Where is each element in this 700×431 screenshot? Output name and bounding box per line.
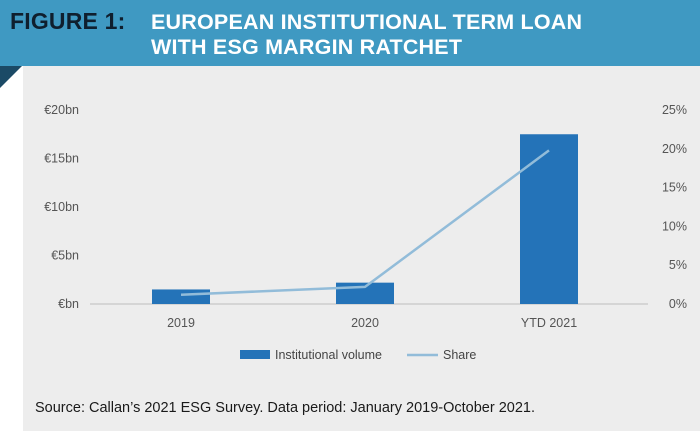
y-right-tick-label: 10% <box>662 219 687 233</box>
y-right-tick-label: 0% <box>669 297 687 311</box>
figure-title-line-1: EUROPEAN INSTITUTIONAL TERM LOAN <box>151 10 583 34</box>
figure-title-line-2: WITH ESG MARGIN RATCHET <box>151 35 463 59</box>
header-fold-corner <box>0 66 22 88</box>
x-tick-label: 2020 <box>351 316 379 330</box>
y-right-tick-label: 20% <box>662 142 687 156</box>
figure-label: FIGURE 1: <box>10 8 126 34</box>
y-right-tick-label: 25% <box>662 103 687 117</box>
figure-header-bar <box>0 0 700 66</box>
legend-label-share: Share <box>443 348 476 362</box>
y-left-tick-label: €bn <box>58 297 79 311</box>
chart: €bn €5bn €10bn €15bn €20bn 0% 5% 10% 15% 20% 25% 20… <box>44 103 687 362</box>
y-left-tick-label: €5bn <box>51 249 79 263</box>
chart-panel: €bn €5bn €10bn €15bn €20bn 0% 5% 10% 15% 20% 25% 20… <box>23 66 700 431</box>
share-line <box>180 149 550 296</box>
x-tick-label: YTD 2021 <box>521 316 577 330</box>
y-left-tick-label: €15bn <box>44 152 79 166</box>
y-right-tick-label: 5% <box>669 258 687 272</box>
legend-swatch-institutional-volume <box>240 350 270 359</box>
source-note: Source: Callan’s 2021 ESG Survey. Data p… <box>35 400 536 416</box>
y-right-tick-label: 15% <box>662 181 687 195</box>
legend-label-institutional-volume: Institutional volume <box>275 348 382 362</box>
bar-institutional-volume <box>520 134 578 304</box>
bar-institutional-volume <box>152 289 210 304</box>
y-left-tick-label: €10bn <box>44 200 79 214</box>
y-left-tick-label: €20bn <box>44 103 79 117</box>
x-tick-label: 2019 <box>167 316 195 330</box>
